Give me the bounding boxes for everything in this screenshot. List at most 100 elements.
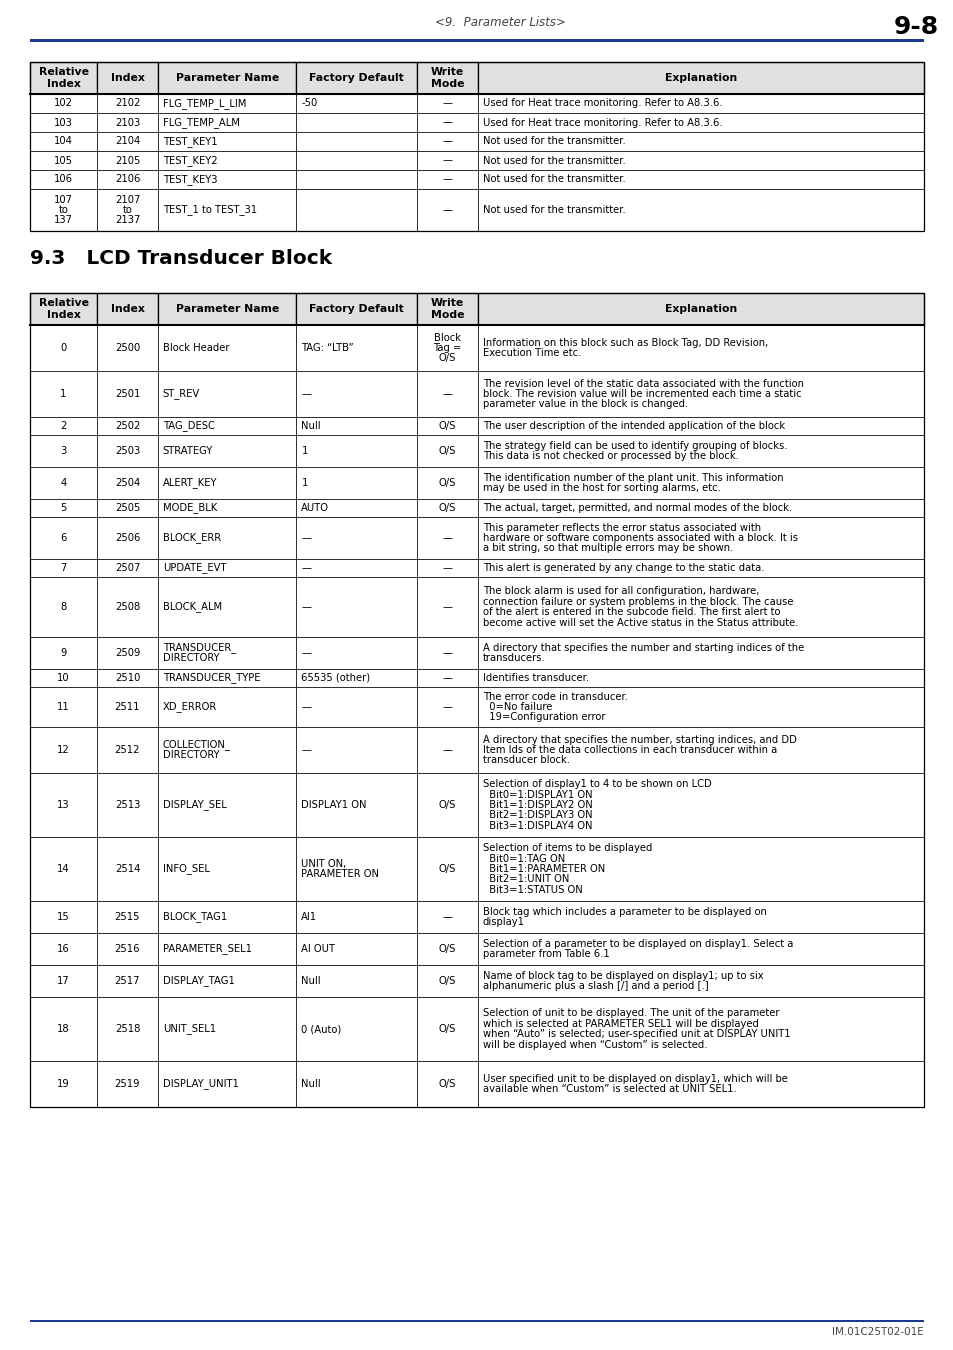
Text: O/S: O/S	[438, 944, 456, 954]
Bar	[477, 95, 923, 113]
Bar	[296, 293, 416, 325]
Text: O/S: O/S	[438, 1025, 456, 1034]
Text: XD_ERROR: XD_ERROR	[163, 702, 217, 713]
Bar	[296, 900, 416, 933]
Text: DISPLAY1 ON: DISPLAY1 ON	[301, 801, 367, 810]
Bar	[97, 576, 157, 637]
Text: 1: 1	[60, 389, 67, 400]
Bar	[416, 900, 477, 933]
Text: FLG_TEMP_L_LIM: FLG_TEMP_L_LIM	[163, 99, 246, 109]
Text: hardware or software components associated with a block. It is: hardware or software components associat…	[482, 533, 797, 543]
Text: TRANSDUCER_TYPE: TRANSDUCER_TYPE	[163, 672, 260, 683]
Text: Null: Null	[301, 1079, 321, 1089]
Text: Not used for the transmitter.: Not used for the transmitter.	[482, 174, 625, 185]
Text: The identification number of the plant unit. This information: The identification number of the plant u…	[482, 472, 782, 483]
Text: 9.3   LCD Transducer Block: 9.3 LCD Transducer Block	[30, 248, 332, 269]
Text: 10: 10	[57, 674, 70, 683]
Text: 7: 7	[60, 563, 67, 572]
Text: Bit1=1:PARAMETER ON: Bit1=1:PARAMETER ON	[482, 864, 604, 873]
Text: 2105: 2105	[114, 155, 140, 166]
Text: Write
Mode: Write Mode	[431, 66, 464, 89]
Bar	[416, 95, 477, 113]
Bar	[97, 728, 157, 774]
Text: Not used for the transmitter.: Not used for the transmitter.	[482, 136, 625, 147]
Text: Bit2=1:DISPLAY3 ON: Bit2=1:DISPLAY3 ON	[482, 810, 592, 821]
Text: —: —	[442, 563, 452, 572]
Text: Selection of items to be displayed: Selection of items to be displayed	[482, 844, 652, 853]
Text: 9: 9	[60, 648, 67, 657]
Bar	[30, 189, 97, 231]
Bar	[30, 417, 97, 435]
Text: PARAMETER_SEL1: PARAMETER_SEL1	[163, 944, 252, 954]
Text: ALERT_KEY: ALERT_KEY	[163, 478, 217, 489]
Text: Index: Index	[111, 304, 144, 315]
Text: parameter from Table 6.1: parameter from Table 6.1	[482, 949, 609, 960]
Text: 1: 1	[301, 446, 308, 456]
Bar	[157, 500, 296, 517]
Text: 8: 8	[60, 602, 67, 612]
Bar	[296, 62, 416, 95]
Text: —: —	[301, 602, 311, 612]
Bar	[296, 132, 416, 151]
Text: Bit1=1:DISPLAY2 ON: Bit1=1:DISPLAY2 ON	[482, 801, 592, 810]
Text: parameter value in the block is changed.: parameter value in the block is changed.	[482, 400, 687, 409]
Bar	[157, 517, 296, 559]
Text: Write
Mode: Write Mode	[431, 298, 464, 320]
Text: UNIT ON,: UNIT ON,	[301, 859, 346, 869]
Text: Selection of unit to be displayed. The unit of the parameter: Selection of unit to be displayed. The u…	[482, 1008, 779, 1018]
Text: Null: Null	[301, 976, 321, 986]
Text: O/S: O/S	[438, 421, 456, 431]
Bar	[477, 900, 923, 933]
Bar	[416, 325, 477, 371]
Text: 2508: 2508	[114, 602, 140, 612]
Text: Tag =: Tag =	[433, 343, 461, 352]
Bar	[97, 559, 157, 576]
Text: A directory that specifies the number, starting indices, and DD: A directory that specifies the number, s…	[482, 734, 796, 745]
Text: —: —	[442, 389, 452, 400]
Bar	[477, 728, 923, 774]
Bar	[30, 965, 97, 998]
Bar	[416, 189, 477, 231]
Bar	[296, 500, 416, 517]
Text: 2103: 2103	[114, 117, 140, 127]
Text: AI1: AI1	[301, 913, 317, 922]
Text: alphanumeric plus a slash [/] and a period [.]: alphanumeric plus a slash [/] and a peri…	[482, 981, 708, 991]
Text: Explanation: Explanation	[664, 304, 737, 315]
Bar	[97, 435, 157, 467]
Bar	[416, 293, 477, 325]
Text: 106: 106	[54, 174, 73, 185]
Bar	[97, 670, 157, 687]
Text: The error code in transducer.: The error code in transducer.	[482, 691, 627, 702]
Text: —: —	[301, 389, 311, 400]
Bar	[477, 325, 923, 371]
Bar	[157, 170, 296, 189]
Text: 2107: 2107	[114, 194, 140, 205]
Text: 13: 13	[57, 801, 70, 810]
Bar	[296, 837, 416, 900]
Bar	[30, 576, 97, 637]
Bar	[416, 670, 477, 687]
Text: 0 (Auto): 0 (Auto)	[301, 1025, 341, 1034]
Bar	[30, 170, 97, 189]
Bar	[157, 95, 296, 113]
Text: O/S: O/S	[438, 864, 456, 873]
Text: 18: 18	[57, 1025, 70, 1034]
Text: 2506: 2506	[114, 533, 140, 543]
Bar	[477, 576, 923, 637]
Text: —: —	[442, 702, 452, 711]
Text: TEST_KEY3: TEST_KEY3	[163, 174, 217, 185]
Text: 2509: 2509	[114, 648, 140, 657]
Bar	[477, 62, 923, 95]
Bar	[416, 774, 477, 837]
Bar	[97, 371, 157, 417]
Bar	[30, 293, 923, 1107]
Bar	[296, 637, 416, 670]
Bar	[296, 670, 416, 687]
Bar	[477, 637, 923, 670]
Bar	[30, 293, 97, 325]
Text: User specified unit to be displayed on display1, which will be: User specified unit to be displayed on d…	[482, 1073, 787, 1084]
Bar	[30, 837, 97, 900]
Text: —: —	[442, 205, 452, 215]
Bar	[296, 189, 416, 231]
Bar	[30, 95, 97, 113]
